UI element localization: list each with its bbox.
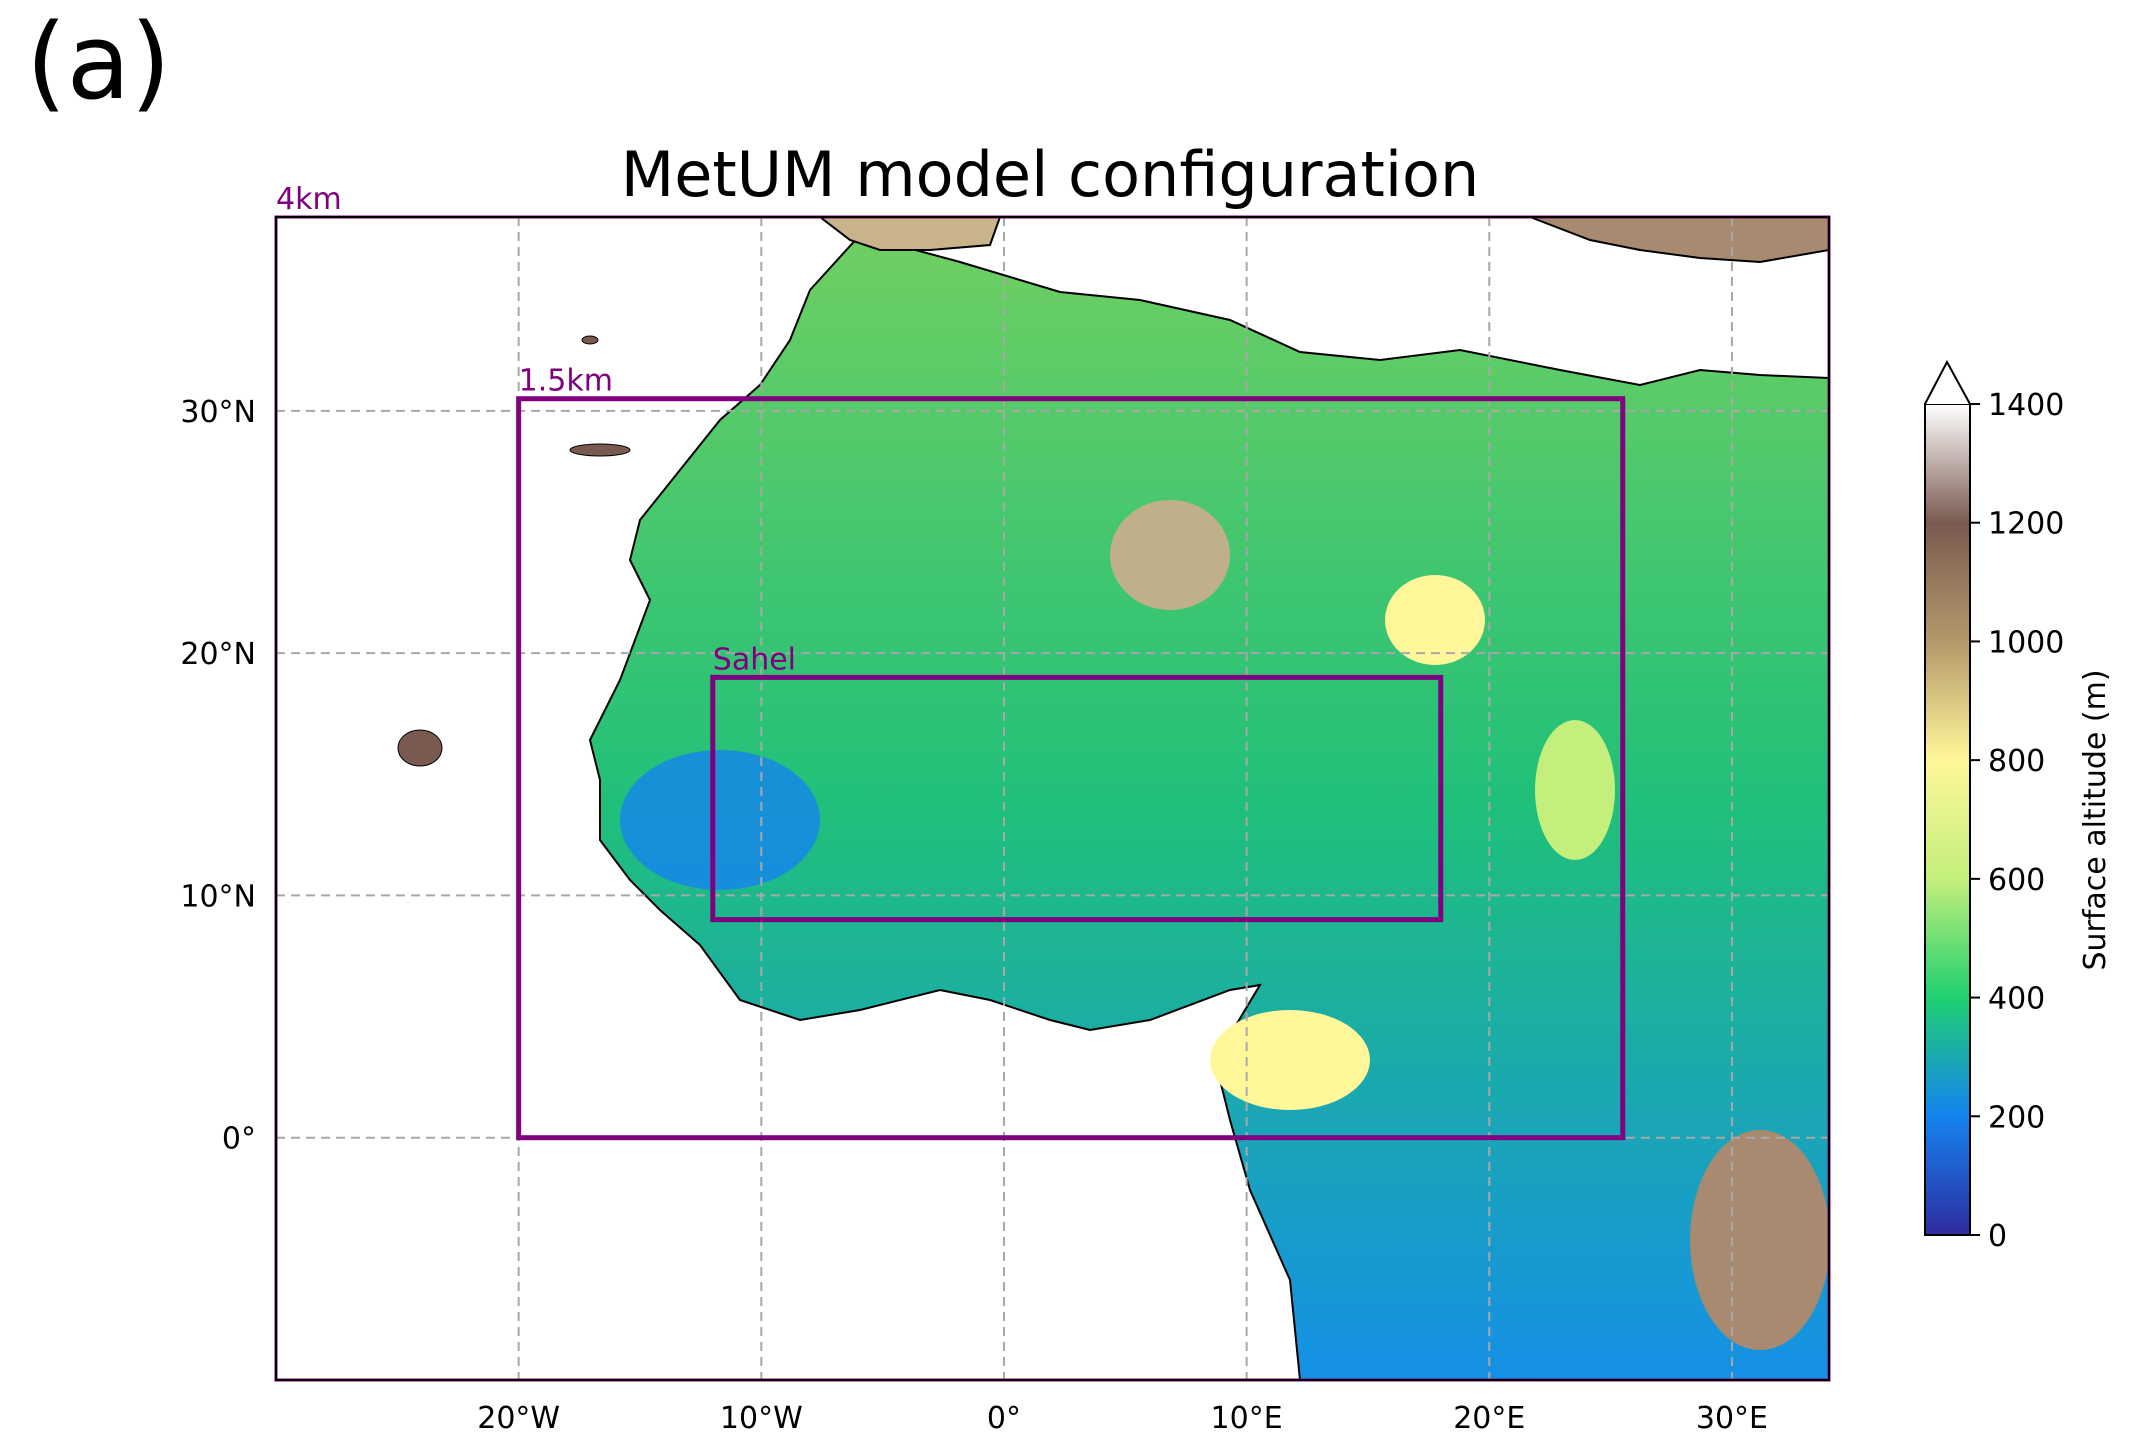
domain-box-2 xyxy=(516,396,1626,1141)
colorbar-tick-label: 800 xyxy=(1988,744,2045,779)
domain-label: 1.5km xyxy=(519,364,613,399)
madeira-island xyxy=(581,335,599,345)
map-title: MetUM model configuration xyxy=(620,138,1480,211)
lat-tick-labels: 30°N 20°N 10°N 0° xyxy=(180,395,256,1157)
domain-label: 4km xyxy=(276,182,342,217)
colorbar-tick-label: 200 xyxy=(1988,1100,2045,1135)
cameroon-highland xyxy=(1210,1010,1370,1110)
africa-landmass xyxy=(588,233,1829,1380)
darfur-highland xyxy=(1535,720,1615,860)
colorbar-ticks: 0 200 400 600 800 1000 1200 1400 xyxy=(1970,388,2064,1254)
panel-label: (a) xyxy=(26,1,171,123)
canary-islands xyxy=(569,443,631,457)
lon-tick-label: 20°E xyxy=(1453,1401,1525,1436)
europe-landmass xyxy=(818,217,1002,251)
west-african-lowland xyxy=(620,750,820,890)
lat-tick-label: 30°N xyxy=(180,395,256,430)
europe-landmass-east xyxy=(1529,217,1829,264)
land-layer xyxy=(397,217,1829,1380)
lon-tick-label: 10°E xyxy=(1211,1401,1283,1436)
domain-label: Sahel xyxy=(713,642,796,677)
east-africa-highland xyxy=(1690,1130,1829,1350)
lat-tick-label: 20°N xyxy=(180,637,256,672)
colorbar-tick-label: 1000 xyxy=(1988,625,2064,660)
lat-tick-label: 0° xyxy=(222,1122,256,1157)
colorbar-tick-label: 0 xyxy=(1988,1219,2007,1254)
lon-tick-label: 0° xyxy=(987,1401,1021,1436)
colorbar-extend-arrow xyxy=(1924,359,1971,405)
ahaggar-highland xyxy=(1110,500,1230,610)
colorbar-tick-label: 600 xyxy=(1988,863,2045,898)
lon-tick-label: 10°W xyxy=(720,1401,803,1436)
lon-tick-label: 20°W xyxy=(477,1401,560,1436)
cape-verde-islands xyxy=(397,729,443,767)
colorbar-tick-label: 400 xyxy=(1988,982,2045,1017)
tibesti-highland xyxy=(1385,575,1485,665)
lat-tick-label: 10°N xyxy=(180,879,256,914)
colorbar-tick-label: 1400 xyxy=(1988,388,2064,423)
colorbar-label: Surface altitude (m) xyxy=(2078,669,2113,970)
colorbar: 0 200 400 600 800 1000 1200 1400 Surface altitu… xyxy=(1924,359,2113,1254)
map-frame xyxy=(275,216,1830,1381)
lon-tick-label: 30°E xyxy=(1696,1401,1768,1436)
colorbar-scale xyxy=(1924,403,1971,1236)
colorbar-tick-label: 1200 xyxy=(1988,507,2064,542)
lon-tick-labels: 20°W 10°W 0° 10°E 20°E 30°E xyxy=(477,1401,1768,1436)
domain-box-3 xyxy=(710,674,1444,923)
